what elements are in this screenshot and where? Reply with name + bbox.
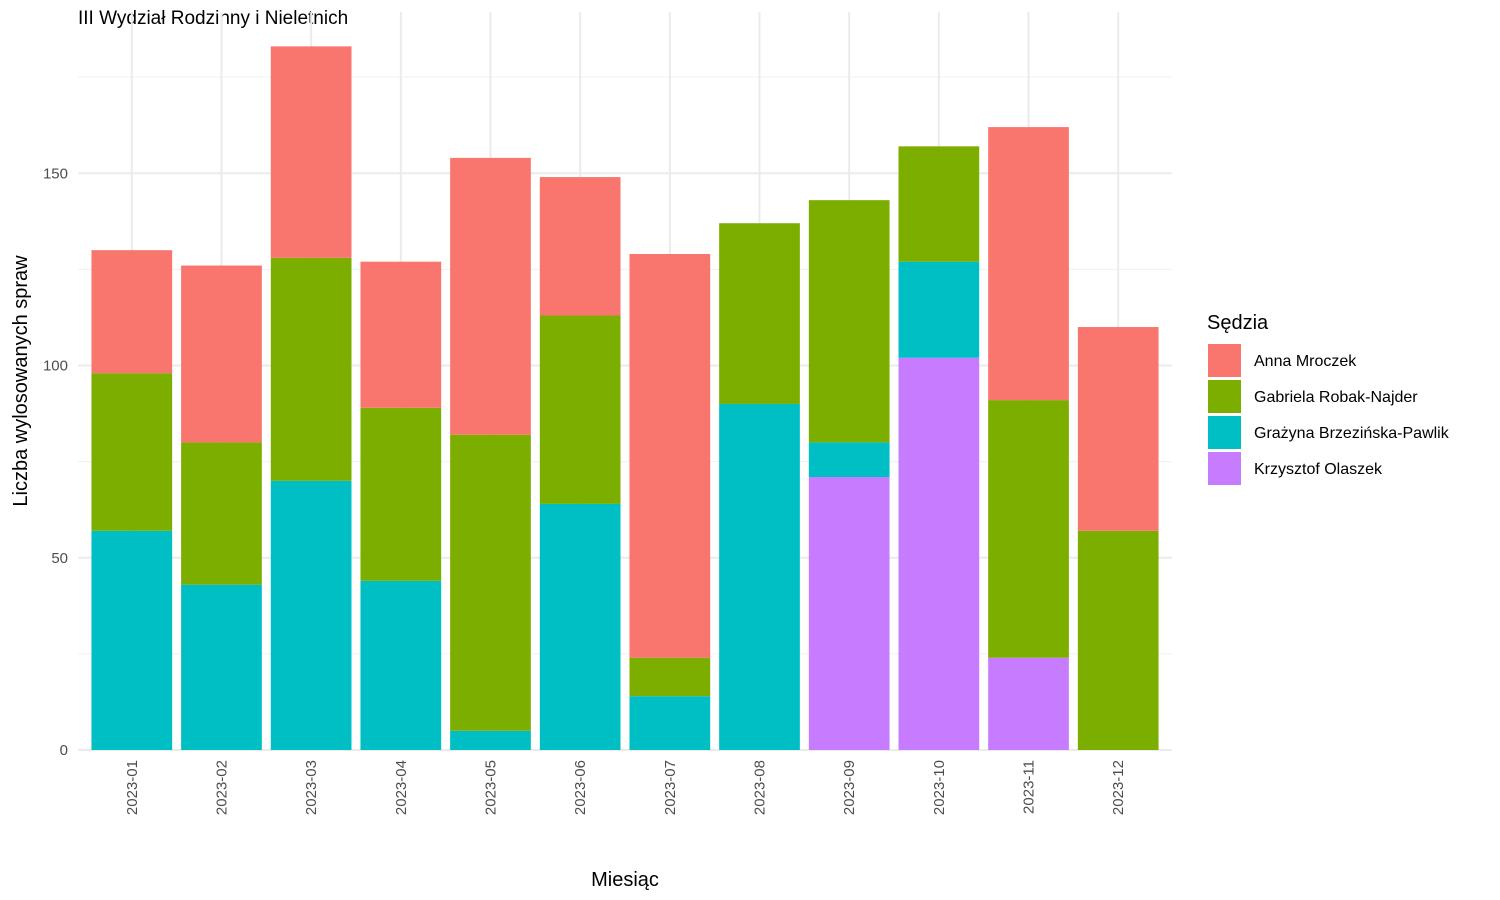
bar-segment <box>1077 327 1159 531</box>
bar-segment <box>898 261 980 358</box>
x-tick-label: 2023-12 <box>1110 760 1127 815</box>
bar-segment <box>450 157 531 435</box>
bar-segment <box>629 657 711 697</box>
bar-segment <box>898 146 980 262</box>
y-tick-label: 50 <box>51 550 68 567</box>
bar-segment <box>91 250 173 374</box>
bar-segment <box>181 442 262 585</box>
bar-segment <box>270 480 352 750</box>
bar-segment <box>539 503 621 750</box>
x-tick-label: 2023-05 <box>482 760 499 815</box>
x-tick-label: 2023-08 <box>752 760 769 815</box>
bar-segment <box>539 177 621 316</box>
bar-segment <box>91 530 173 750</box>
legend-label: Gabriela Robak-Najder <box>1254 389 1418 406</box>
x-tick-label: 2023-04 <box>393 760 410 815</box>
bar-segment <box>270 257 352 481</box>
y-tick-label: 0 <box>60 742 68 759</box>
legend-label: Krzysztof Olaszek <box>1254 461 1383 478</box>
bar-segment <box>450 434 531 731</box>
y-axis-title: Liczba wylosowanych spraw <box>10 255 32 507</box>
bars <box>91 46 1159 750</box>
legend-label: Grażyna Brzezińska-Pawlik <box>1254 425 1450 442</box>
legend-swatch <box>1208 416 1241 449</box>
x-tick-label: 2023-11 <box>1021 760 1038 814</box>
y-tick-label: 150 <box>43 165 68 182</box>
bar-segment <box>629 696 711 750</box>
x-tick-label: 2023-02 <box>213 760 230 815</box>
bar-segment <box>988 400 1069 658</box>
bar-segment <box>450 730 531 750</box>
legend-swatch <box>1208 452 1241 485</box>
chart-title: III Wydział Rodzinny i Nieletnich <box>78 8 349 29</box>
bar-segment <box>270 46 352 258</box>
bar-segment <box>808 442 890 478</box>
x-tick-label: 2023-06 <box>572 760 589 815</box>
x-tick-label: 2023-10 <box>931 760 948 815</box>
legend-swatch <box>1208 344 1241 377</box>
bar-segment <box>360 580 442 750</box>
legend-label: Anna Mroczek <box>1254 353 1357 370</box>
x-tick-label: 2023-03 <box>303 760 320 815</box>
legend-title: Sędzia <box>1207 312 1269 334</box>
bar-segment <box>181 584 262 750</box>
legend: Sędzia Anna Mroczek Gabriela Robak-Najder G… <box>1207 312 1450 485</box>
x-tick-label: 2023-01 <box>124 760 141 815</box>
bar-segment <box>988 657 1069 750</box>
legend-swatch <box>1208 380 1241 413</box>
x-tick-label: 2023-07 <box>662 760 679 815</box>
bar-segment <box>988 127 1069 401</box>
bar-segment <box>719 223 800 404</box>
bar-segment <box>808 200 890 443</box>
y-tick-label: 100 <box>43 358 68 375</box>
bar-segment <box>629 253 711 658</box>
bar-segment <box>1077 530 1159 750</box>
x-tick-label: 2023-09 <box>841 760 858 815</box>
bar-segment <box>360 407 442 581</box>
bar-segment <box>719 403 800 750</box>
bar-segment <box>360 261 442 408</box>
x-axis-title: Miesiąc <box>591 869 659 891</box>
bar-segment <box>91 373 173 531</box>
bar-segment <box>539 315 621 504</box>
bar-segment <box>808 477 890 750</box>
bar-segment <box>181 265 262 443</box>
bar-segment <box>898 357 980 750</box>
